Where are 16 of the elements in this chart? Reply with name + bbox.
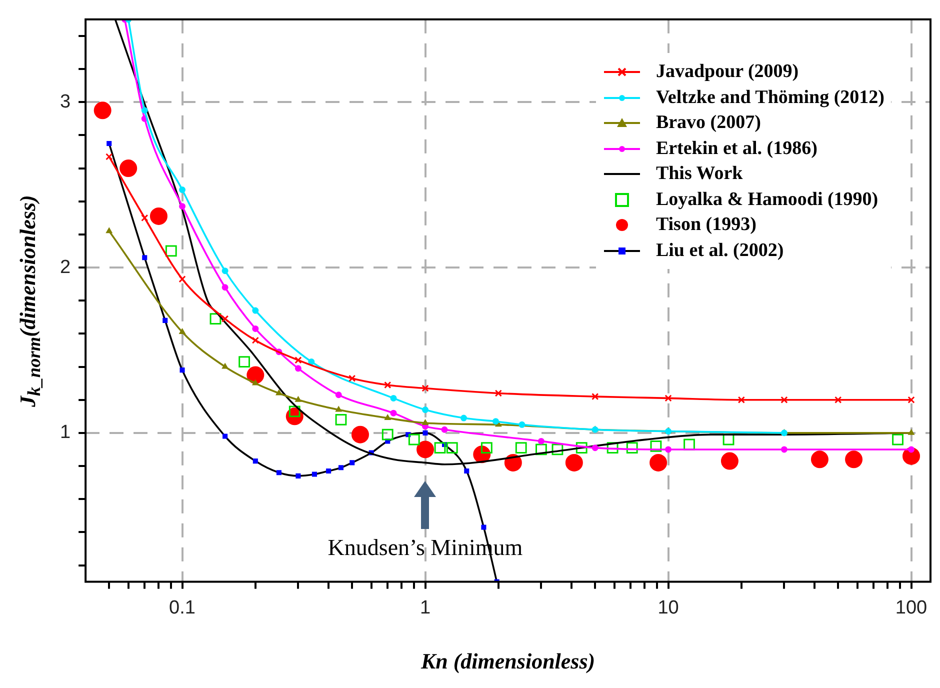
legend-label: This Work xyxy=(656,163,743,186)
y-tick-label: 1 xyxy=(60,422,71,444)
legend-label: Veltzke and Thöming (2012) xyxy=(656,86,884,109)
legend-label: Javadpour (2009) xyxy=(656,61,799,84)
y-tick-label: 2 xyxy=(60,256,71,278)
x-tick-label: 1 xyxy=(420,597,431,618)
x-tick-label: 0.1 xyxy=(169,597,196,618)
legend-label: Liu et al. (2002) xyxy=(656,240,784,262)
legend-label: Tison (1993) xyxy=(656,214,756,236)
x-tick-label: 100 xyxy=(895,597,928,618)
legend-label: Loyalka & Hamoodi (1990) xyxy=(656,188,878,211)
y-tick-label: 3 xyxy=(60,91,71,112)
legend-label: Bravo (2007) xyxy=(656,112,761,134)
x-axis-title: Kn (dimensionless) xyxy=(420,648,596,674)
x-tick-label: 10 xyxy=(658,597,679,618)
legend-label: Ertekin et al. (1986) xyxy=(656,138,818,160)
